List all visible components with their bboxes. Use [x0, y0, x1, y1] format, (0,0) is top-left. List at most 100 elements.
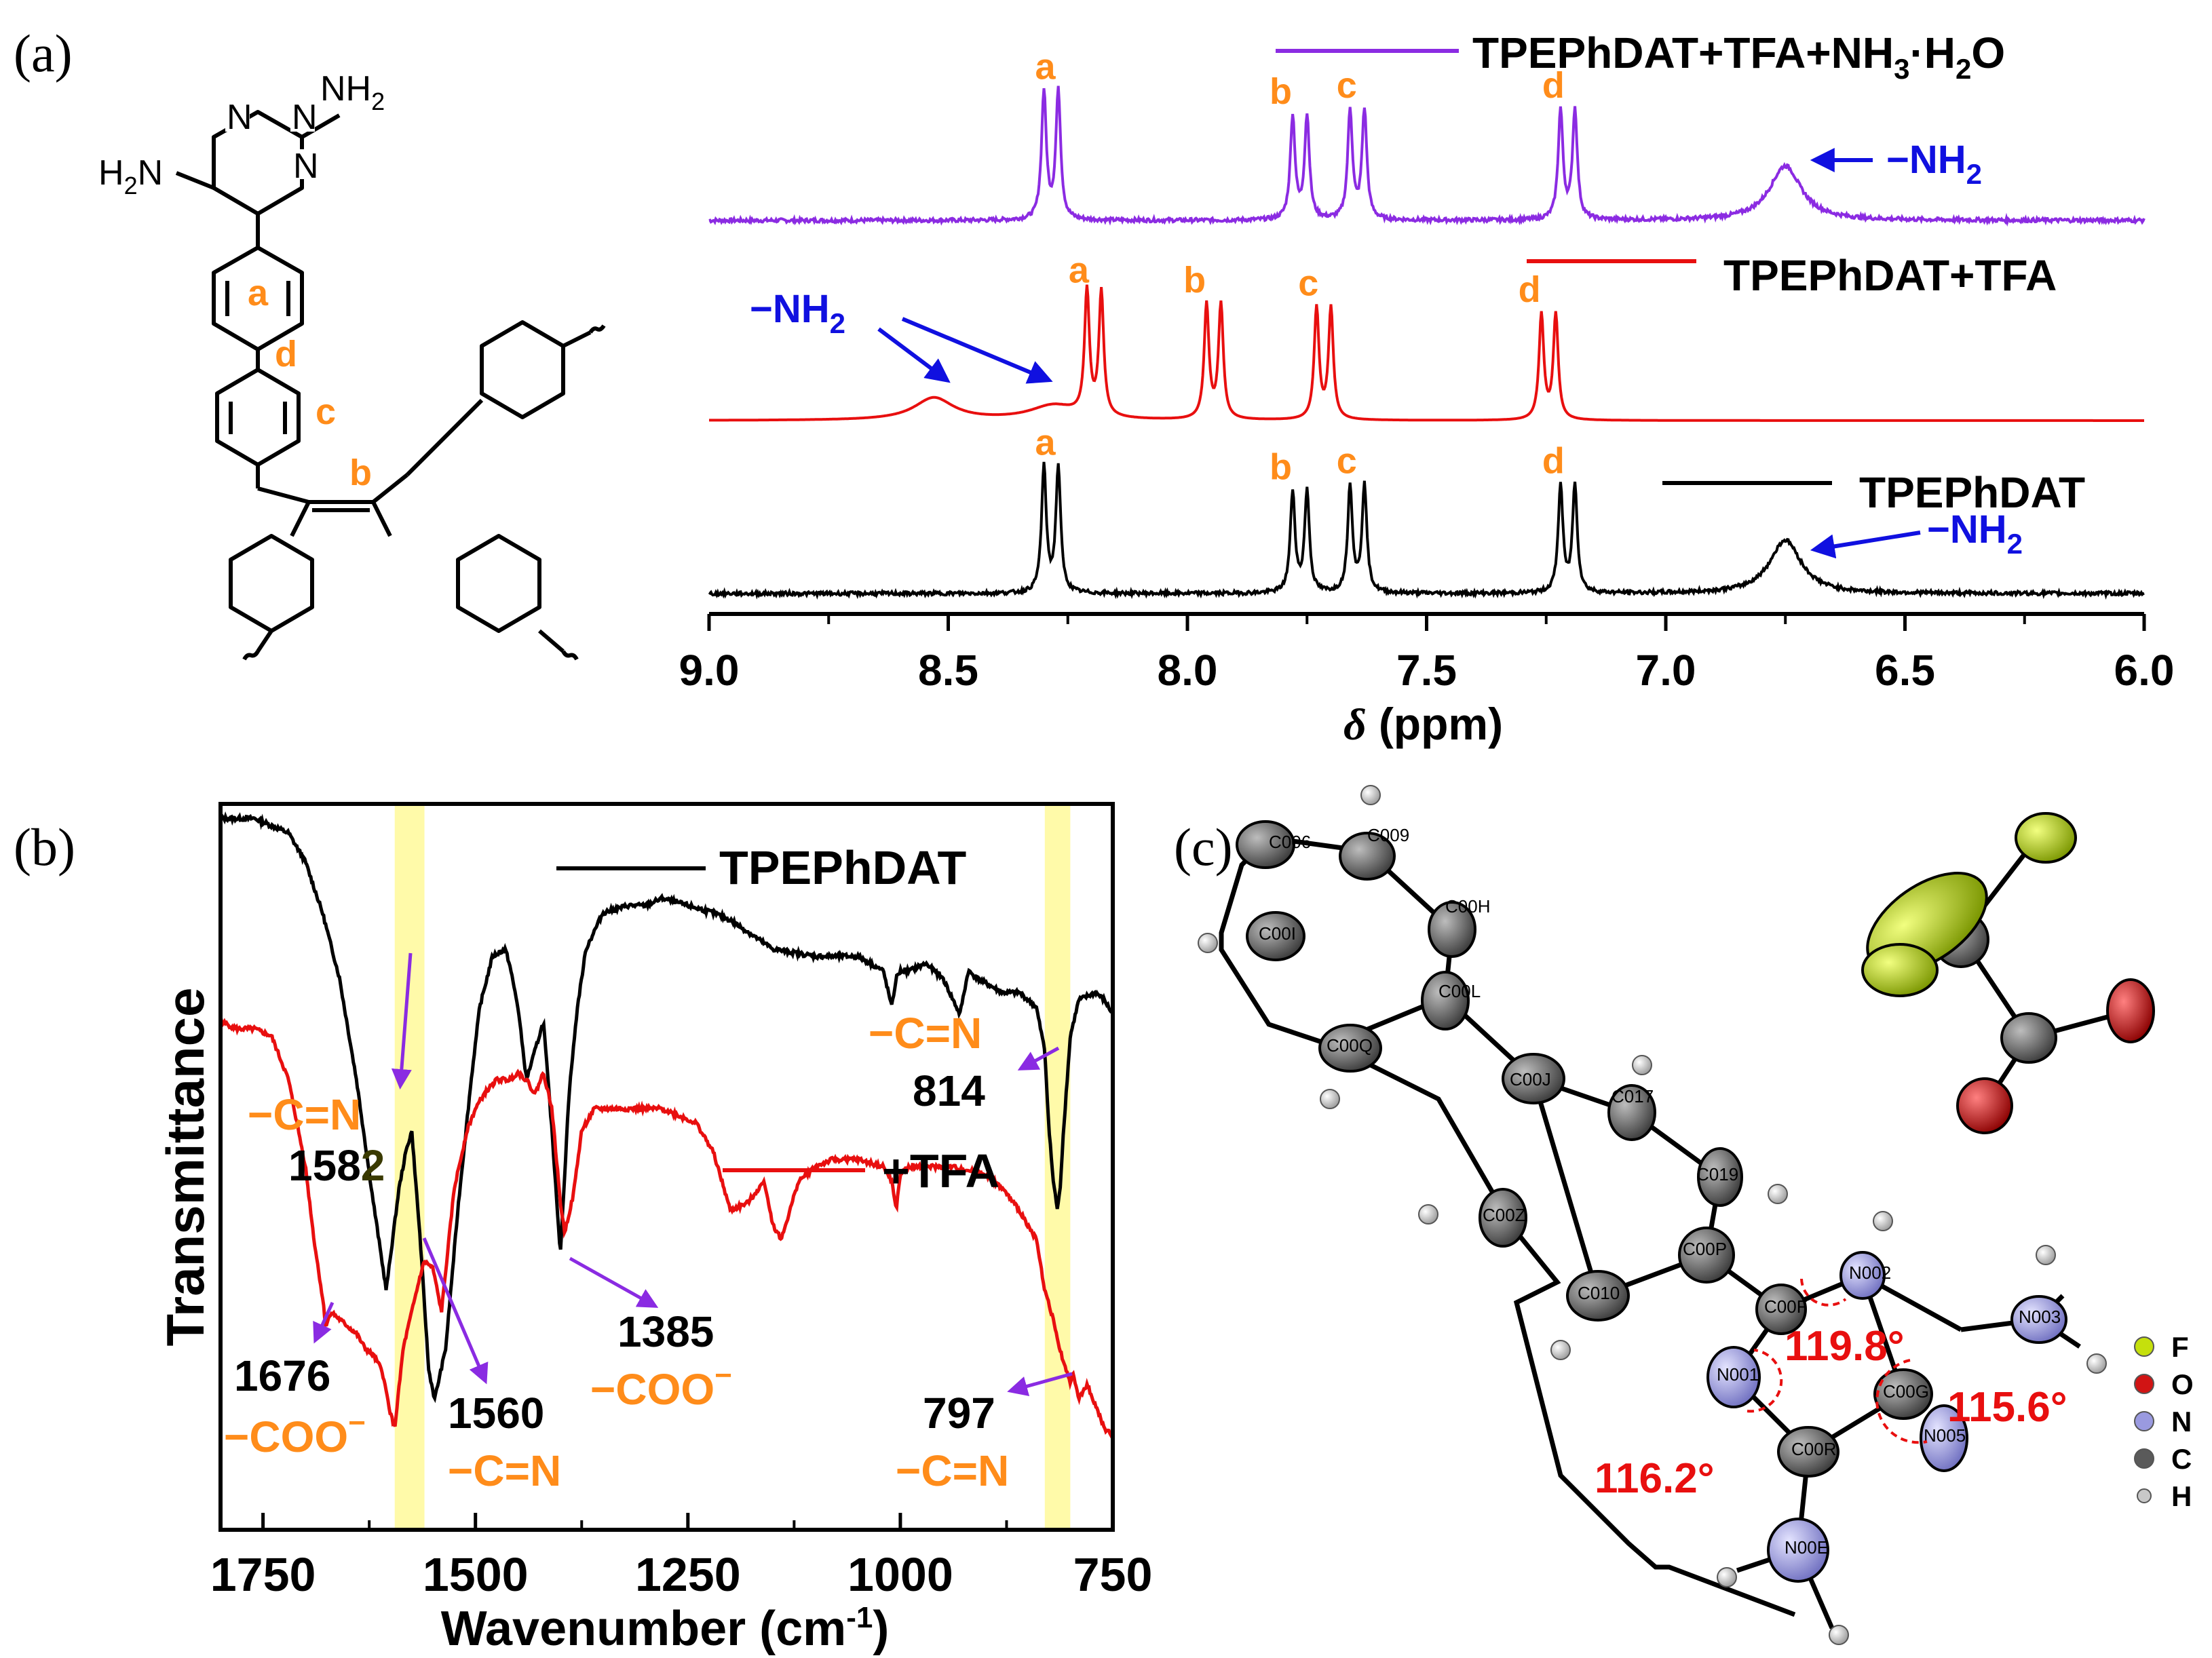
ir-plot-frame	[218, 802, 1115, 1532]
nh2-annotations: −NH2 −NH2 −NH2	[750, 138, 2023, 560]
arrow-797	[1007, 1372, 1073, 1397]
atom-label: N001	[1717, 1364, 1759, 1385]
ir-label-1560: 1560	[448, 1389, 544, 1438]
molecule-structure	[175, 110, 606, 661]
ir-highlight-band-0	[394, 804, 425, 1530]
ir-series-1	[219, 1017, 1113, 1439]
ir-label-coo-1676: −COO−	[224, 1406, 366, 1461]
arrow-1582	[391, 952, 413, 1090]
ir-x-axis-label: Wavenumber (cm-1)	[441, 1601, 890, 1656]
nmr-tick-label: 9.0	[679, 646, 740, 695]
nmr-peak-label-d: d	[1542, 441, 1565, 482]
bond	[371, 501, 392, 537]
arrow-1676	[313, 1301, 335, 1344]
nh2-annotation-red: −NH2	[750, 287, 845, 339]
arrow-nh2-red-2	[901, 317, 1053, 384]
ir-tick-label: 750	[1073, 1548, 1153, 1601]
bond	[301, 113, 341, 139]
nmr-x-ticks: 9.0 8.5 8.0 7.5 7.0 6.5 6.0	[679, 614, 2175, 695]
atom-label: C00H	[1445, 896, 1490, 917]
bond	[290, 501, 311, 537]
ir-label-1385: 1385	[617, 1307, 714, 1356]
nmr-peak-label-c: c	[1337, 65, 1357, 106]
atom-label: C00J	[1510, 1069, 1551, 1090]
ir-highlight-bands	[394, 804, 1071, 1530]
legend-label-n: N	[2171, 1406, 2192, 1438]
atom-label: C00L	[1438, 981, 1481, 1001]
phenyl-ring-4	[229, 534, 314, 633]
atom-label: C006	[1269, 832, 1311, 852]
ir-tick-label: 1500	[423, 1548, 529, 1601]
position-label-a: a	[248, 273, 269, 313]
nmr-peak-label-a: a	[1035, 423, 1056, 463]
nmr-peak-label-b: b	[1270, 447, 1292, 488]
ir-chart	[219, 811, 1115, 1439]
nmr-tick-label: 7.0	[1636, 646, 1696, 695]
angle-arc-119	[1800, 1278, 1847, 1307]
nmr-tick-label: 8.0	[1158, 646, 1218, 695]
legend-swatch-c	[2134, 1448, 2154, 1469]
crystal-atoms	[1198, 785, 2155, 1645]
phenyl-ring-3	[480, 320, 565, 419]
ir-annotations: −C=N 1582 −C=N 814 1676 −COO− 1560 −C=N …	[224, 952, 1073, 1495]
position-label-c: c	[316, 391, 336, 432]
nmr-tick-label: 6.0	[2114, 646, 2175, 695]
ir-legend: TPEPhDAT +TFA	[556, 841, 999, 1197]
atom-label: N00E	[1785, 1537, 1829, 1558]
nmr-tick-label: 8.5	[918, 646, 978, 695]
bond	[405, 398, 484, 477]
nmr-tick-label: 6.5	[1875, 646, 1935, 695]
wavy-bond	[588, 324, 606, 334]
ir-x-ticks: 1750 1500 1250 1000 750	[210, 1513, 1153, 1601]
atom-label: C00Q	[1327, 1035, 1373, 1056]
nmr-series-0	[708, 85, 2146, 227]
atom-label: C017	[1612, 1086, 1654, 1106]
ir-label-cn-1582: −C=N	[248, 1090, 361, 1139]
angle-arc-116	[1747, 1349, 1783, 1413]
ir-label-797: 797	[923, 1389, 995, 1438]
angle-labels: 119.8° 115.6° 116.2°	[1595, 1323, 2067, 1502]
ir-label-cn-1560: −C=N	[448, 1446, 561, 1495]
panel-label-b: (b)	[14, 817, 75, 876]
legend-swatch-f	[2134, 1336, 2154, 1357]
panel-label-a: (a)	[14, 24, 73, 83]
wavy-bond	[561, 650, 579, 661]
atom-n: N	[293, 147, 319, 186]
nmr-chart: a b c d a b c d a b c d	[708, 46, 2146, 600]
bond	[175, 171, 215, 190]
nmr-series-2	[708, 461, 2145, 600]
bond	[256, 630, 273, 653]
nmr-tick-label: 7.5	[1396, 646, 1457, 695]
nmr-peak-label-c: c	[1337, 441, 1357, 482]
legend-swatch-o	[2134, 1374, 2154, 1394]
ir-label-coo-1385: −COO−	[590, 1359, 732, 1414]
angle-label-119: 119.8°	[1785, 1323, 1905, 1370]
legend-label-tpephdat: TPEPhDAT	[719, 841, 966, 894]
h2n-label: H2N	[98, 153, 163, 199]
legend-label-tfa: +TFA	[882, 1144, 999, 1197]
angle-label-116: 116.2°	[1595, 1455, 1715, 1502]
ir-label-cn-814: −C=N	[869, 1009, 982, 1058]
atom-label: C009	[1367, 825, 1409, 845]
ir-label-1676: 1676	[234, 1351, 330, 1400]
ir-series-0	[219, 811, 1115, 1404]
molecule-position-labels: a d c b	[248, 273, 372, 493]
legend-swatch-n	[2134, 1411, 2154, 1431]
atom-label: C00Z	[1483, 1205, 1526, 1225]
crystal-atom-labels: C006 C009 C00I C00H C00Q C00L C00J C017 …	[1259, 825, 2061, 1558]
nmr-peak-label-b: b	[1183, 260, 1206, 301]
legend-label-f: F	[2171, 1331, 2189, 1363]
panel-label-c: (c)	[1174, 817, 1233, 876]
nh2-annotation-purple: −NH2	[1886, 138, 1982, 190]
position-label-b: b	[349, 452, 372, 493]
legend-label-o: O	[2171, 1368, 2194, 1400]
panel-a: (a)	[14, 24, 2174, 750]
nmr-peak-label-d: d	[1542, 65, 1565, 106]
legend-label-purple: TPEPhDAT+TFA+NH3·H2O	[1472, 28, 2005, 85]
atom-label: C019	[1696, 1164, 1738, 1184]
atom-label: C00R	[1791, 1439, 1836, 1459]
angle-arcs	[1747, 1278, 1928, 1444]
ir-tick-label: 1750	[210, 1548, 316, 1601]
panel-c: (c)	[1174, 785, 2194, 1645]
